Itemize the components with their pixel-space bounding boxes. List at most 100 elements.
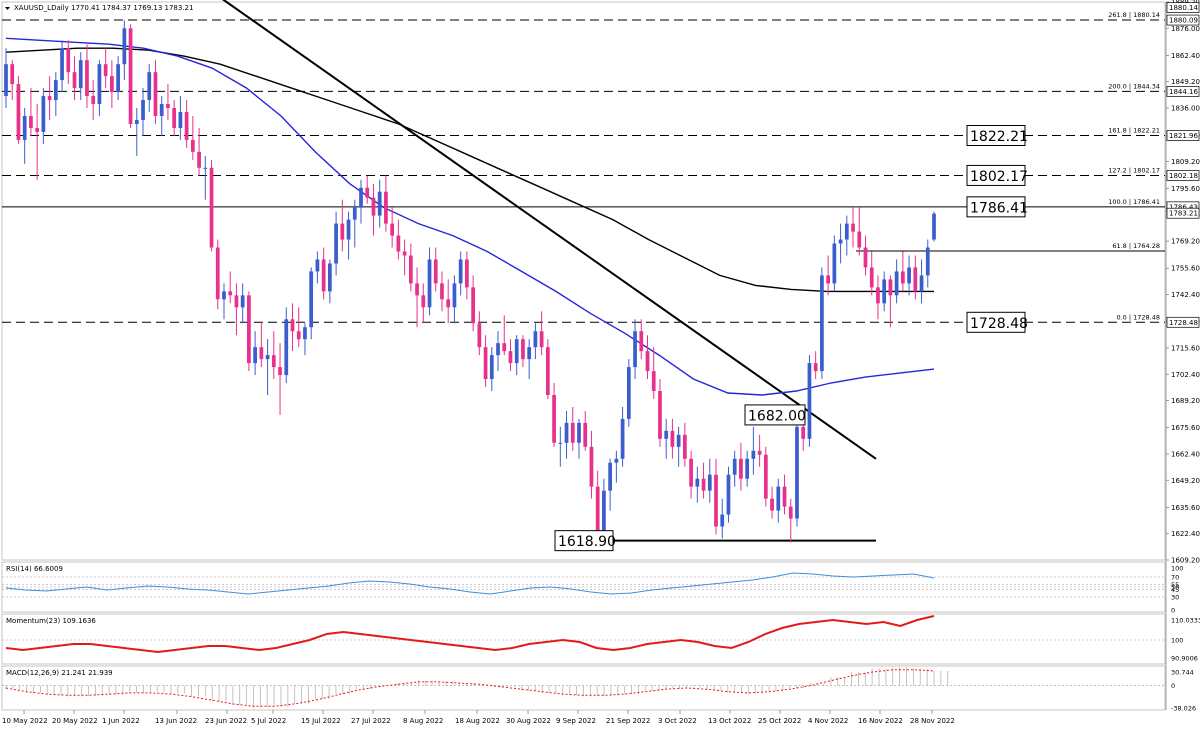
y-tick-label: 1622.40 xyxy=(1171,530,1200,538)
candle-body xyxy=(47,96,52,101)
candle-body xyxy=(228,291,233,296)
candle-body xyxy=(633,331,637,368)
candle-body xyxy=(739,458,743,479)
x-tick-label: 23 Jun 2022 xyxy=(205,717,247,725)
fib-level-label: 0.0 | 1728.48 xyxy=(1116,313,1160,321)
y-tick-label: 1862.40 xyxy=(1171,52,1200,60)
candle-body xyxy=(658,391,662,439)
key-level-box xyxy=(966,164,1026,186)
candle-body xyxy=(66,48,71,73)
x-tick-label: 28 Nov 2022 xyxy=(910,717,955,725)
price-tag-box xyxy=(1166,2,1200,13)
candle-body xyxy=(851,223,855,232)
ma-fast-line xyxy=(5,37,935,396)
candle-body xyxy=(197,151,201,168)
key-level-box xyxy=(966,196,1026,218)
candle-body xyxy=(296,331,301,340)
candle-body xyxy=(689,458,693,487)
candle-body xyxy=(327,263,332,292)
candle-body xyxy=(85,60,89,97)
candle-body xyxy=(483,347,488,380)
candle-body xyxy=(159,104,164,116)
candle-body xyxy=(315,259,320,272)
candle-body xyxy=(340,223,345,240)
fib-axis-tag-box xyxy=(1166,86,1200,97)
y-tick-label: 1795.60 xyxy=(1171,185,1200,193)
x-tick-label: 5 Jul 2022 xyxy=(251,717,286,725)
candle-body xyxy=(10,64,15,85)
candle-body xyxy=(278,367,282,376)
fib-level-label: 100.0 | 1786.41 xyxy=(1108,198,1160,206)
candle-body xyxy=(894,271,899,296)
osc-tick-label-momentum: 110.0333 xyxy=(1171,617,1200,625)
fib-axis-tag: 1821.96 xyxy=(1169,132,1198,140)
candle-body xyxy=(745,458,750,479)
candle-body xyxy=(465,259,469,288)
candle-body xyxy=(720,514,725,527)
candle-body xyxy=(838,239,843,244)
candle-body xyxy=(103,64,108,77)
candle-body xyxy=(371,197,376,216)
candle-body xyxy=(602,490,606,535)
rsi-line xyxy=(5,572,935,595)
candle-body xyxy=(820,275,824,372)
momentum-line xyxy=(5,615,935,654)
candle-body xyxy=(97,64,102,105)
fib-axis-tag: 1880.09 xyxy=(1169,17,1198,25)
key-level-label: 1822.21 xyxy=(970,129,1028,145)
key-level-label: 1682.00 xyxy=(748,408,806,424)
candle-body xyxy=(271,355,276,368)
candle-body xyxy=(265,355,270,360)
candle-body xyxy=(365,187,370,198)
candle-body xyxy=(384,191,388,224)
candle-body xyxy=(869,267,874,288)
candle-body xyxy=(72,72,77,89)
candle-body xyxy=(253,347,257,364)
candle-body xyxy=(16,84,21,140)
x-tick-label: 21 Sep 2022 xyxy=(606,717,650,725)
fib-axis-tag-box xyxy=(1166,316,1200,328)
candle-body xyxy=(876,287,880,304)
candle-body xyxy=(695,478,700,487)
candle-body xyxy=(53,80,58,101)
candle-body xyxy=(147,72,152,101)
key-level-box xyxy=(966,125,1026,147)
candle-body xyxy=(29,115,33,128)
chart-menu-icon[interactable] xyxy=(5,7,10,10)
candle-body xyxy=(832,243,837,284)
candle-body xyxy=(882,279,887,304)
candle-body xyxy=(178,112,183,128)
candle-body xyxy=(932,213,936,240)
x-tick-label: 3 Oct 2022 xyxy=(658,717,697,725)
candle-body xyxy=(496,343,500,356)
candle-body xyxy=(626,367,631,419)
fib-level-label: 161.8 | 1822.21 xyxy=(1108,127,1160,135)
candle-body xyxy=(122,28,127,65)
candle-body xyxy=(452,283,457,308)
candle-body xyxy=(172,108,177,128)
candle-body xyxy=(639,331,644,352)
fib-level-label: 127.2 | 1802.17 xyxy=(1108,166,1160,174)
candle-body xyxy=(707,474,712,491)
x-tick-label: 4 Nov 2022 xyxy=(808,717,848,725)
candle-body xyxy=(757,450,762,455)
key-level-label: 1618.90 xyxy=(558,534,616,550)
candle-body xyxy=(527,347,532,360)
candle-body xyxy=(776,486,781,511)
x-tick-label: 16 Nov 2022 xyxy=(858,717,903,725)
candle-body xyxy=(782,486,787,507)
candle-body xyxy=(651,371,656,392)
candle-body xyxy=(925,247,930,276)
candle-body xyxy=(788,506,793,519)
candle-body xyxy=(222,291,226,300)
price-tag-box xyxy=(1166,207,1200,219)
osc-tick-label-momentum: 100 xyxy=(1171,637,1183,645)
y-tick-label: 1755.60 xyxy=(1171,265,1200,273)
candle-body xyxy=(701,478,706,491)
osc-tick-label-rsi: 45 xyxy=(1171,586,1179,594)
x-tick-label: 9 Sep 2022 xyxy=(556,717,596,725)
candle-body xyxy=(521,339,525,360)
osc-tick-label-momentum: 90.9006 xyxy=(1171,655,1198,663)
